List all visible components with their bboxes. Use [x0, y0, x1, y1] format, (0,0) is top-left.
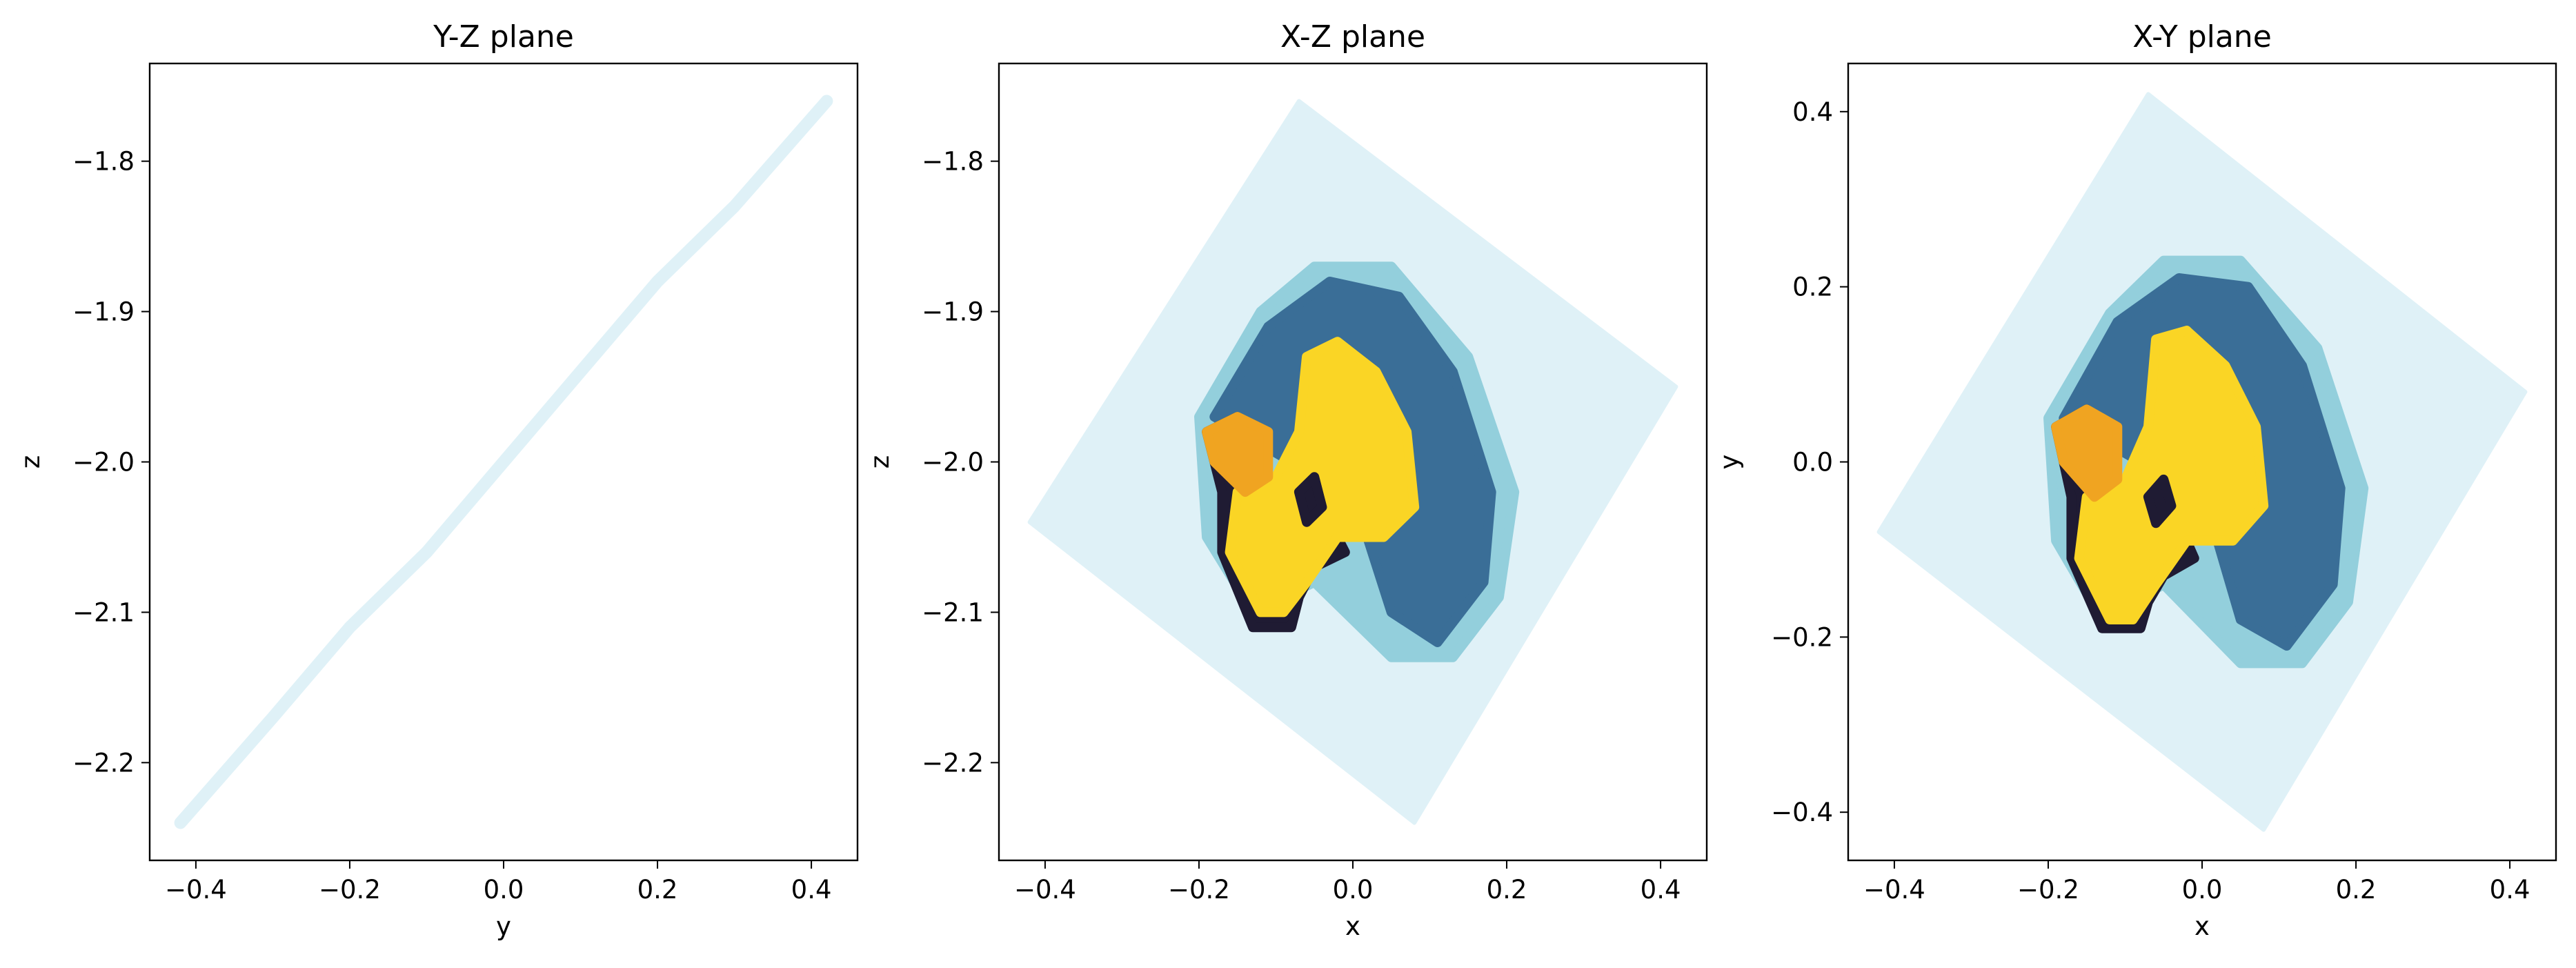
y-tick-label: −2.2: [72, 748, 135, 778]
x-tick-label: 0.4: [791, 875, 832, 905]
x-tick-label: −0.4: [1863, 875, 1925, 905]
x-tick-label: −0.2: [319, 875, 381, 905]
panel-xz-plane: x z −0.4 −0.2 0.0 0.2 0.4 −1.8 −1.9 −2.0 −2.1 −2.…: [865, 19, 1708, 941]
scatter-cluster-orange: [2051, 404, 2123, 502]
x-tick-label: −0.4: [1014, 875, 1076, 905]
y-tick-label: −2.0: [72, 448, 135, 477]
y-tick-label: −2.1: [72, 597, 135, 627]
y-tick-label: −0.4: [1771, 798, 1833, 827]
plot-area: [174, 95, 833, 829]
y-tick-label: −1.9: [72, 297, 135, 327]
x-tick-label: 0.4: [1641, 875, 1681, 905]
x-tick-label: 0.2: [2336, 875, 2377, 905]
y-tick-label: 0.4: [1792, 97, 1833, 127]
panel-title: Y-Z plane: [433, 19, 574, 55]
x-tick-label: 0.2: [1487, 875, 1527, 905]
scatter-cluster-dark: [2143, 474, 2177, 529]
x-tick-label: −0.4: [165, 875, 227, 905]
y-axis-label: y: [1714, 455, 1744, 470]
panel-title: X-Z plane: [1280, 19, 1425, 55]
y-tick-label: −1.9: [922, 297, 984, 327]
plot-area: [1027, 99, 1678, 825]
x-tick-label: −0.2: [2017, 875, 2079, 905]
y-tick-label: −0.2: [1771, 622, 1833, 652]
x-axis-label: y: [496, 911, 511, 941]
panel-xy-plane: x y −0.4 −0.2 0.0 0.2 0.4 0.4 0.2 0.0 −0.2 −0.4 X-…: [1714, 19, 2557, 941]
scatter-points-band: [174, 95, 833, 829]
scatter-cluster-dark: [1294, 472, 1327, 527]
y-tick-label: −2.2: [922, 748, 984, 778]
y-tick-label: 0.0: [1792, 448, 1833, 477]
panel-yz-plane: y z −0.4 −0.2 0.0 0.2 0.4 −1.8 −1.9 −2.0 −2.1 −2.…: [16, 19, 859, 941]
x-axis-label: x: [1345, 911, 1360, 941]
x-tick-label: 0.0: [484, 875, 524, 905]
x-tick-label: 0.0: [1333, 875, 1374, 905]
y-axis-label: z: [16, 455, 46, 468]
y-axis-label: z: [865, 455, 895, 468]
panel-title: X-Y plane: [2132, 19, 2272, 55]
y-tick-label: −2.1: [922, 597, 984, 627]
x-axis-label: x: [2194, 911, 2210, 941]
x-tick-label: −0.2: [1168, 875, 1230, 905]
x-tick-label: 0.0: [2182, 875, 2223, 905]
y-tick-label: −1.8: [72, 147, 135, 177]
y-tick-label: −1.8: [922, 147, 984, 177]
y-tick-label: 0.2: [1792, 273, 1833, 302]
y-tick-label: −2.0: [922, 448, 984, 477]
plot-area: [1876, 92, 2528, 832]
x-tick-label: 0.4: [2490, 875, 2530, 905]
scatter-cluster-orange: [1202, 412, 1274, 497]
x-tick-label: 0.2: [637, 875, 678, 905]
